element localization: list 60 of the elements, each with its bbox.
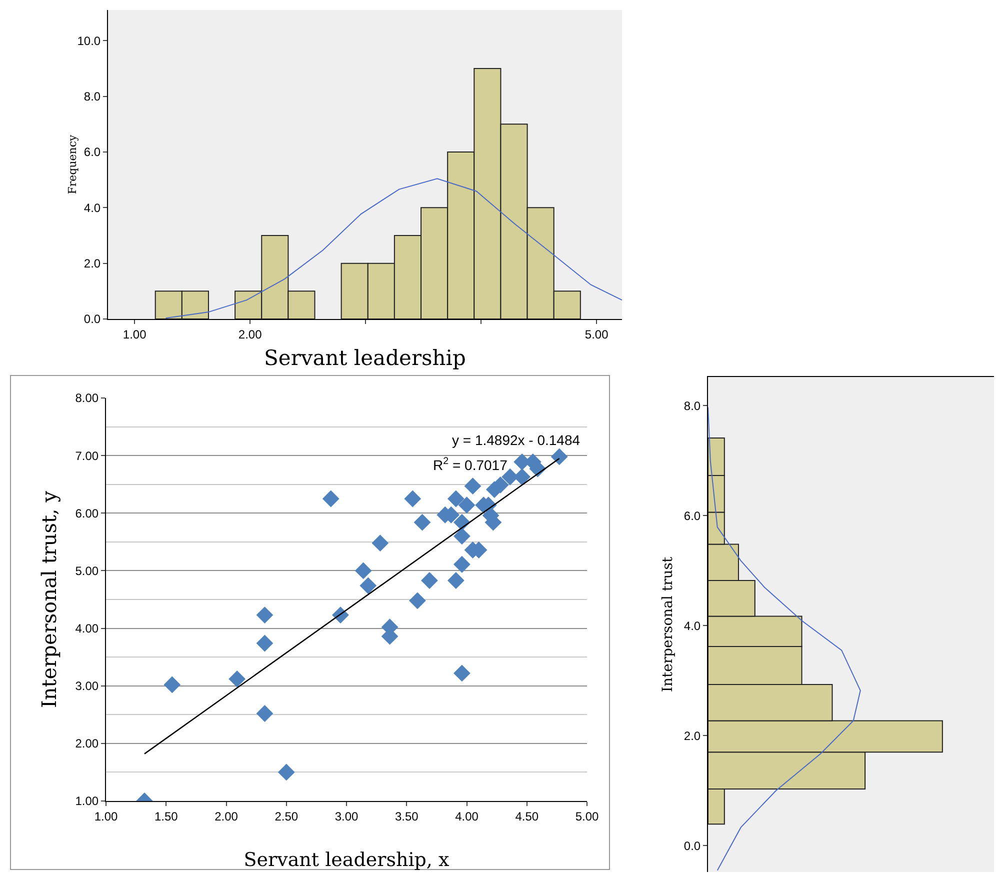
y-tick-label: 6.00 bbox=[75, 506, 99, 520]
point bbox=[256, 634, 274, 652]
x-tick-label: 1.00 bbox=[94, 809, 118, 824]
y-tick-label: 8.00 bbox=[75, 391, 99, 406]
y-tick-label: 1.00 bbox=[75, 794, 99, 808]
y-tick-label: 2.0 bbox=[684, 728, 701, 743]
point bbox=[164, 676, 181, 694]
point bbox=[421, 572, 438, 589]
y-tick-label: 6.0 bbox=[84, 145, 101, 160]
x-tick-label: 2.00 bbox=[214, 809, 238, 824]
y-tick-label: 4.0 bbox=[684, 618, 701, 633]
point bbox=[409, 592, 426, 610]
y-tick-label: 8.0 bbox=[84, 90, 101, 104]
y-tick-label: 4.00 bbox=[75, 621, 99, 636]
y-tick-label: 2.00 bbox=[75, 736, 99, 751]
x-tick-label: 4.50 bbox=[515, 809, 539, 824]
x-axis-title: Servant leadership bbox=[264, 346, 466, 370]
point bbox=[404, 490, 422, 508]
y-tick-label: 6.0 bbox=[684, 508, 701, 523]
point bbox=[453, 556, 470, 573]
y-tick-label: 8.0 bbox=[684, 398, 701, 413]
y-tick-label: 4.0 bbox=[84, 200, 101, 215]
point bbox=[278, 764, 295, 781]
point bbox=[256, 606, 274, 624]
x-tick-label: 1.00 bbox=[122, 327, 147, 342]
point bbox=[550, 448, 568, 466]
x-axis-title: Servant leadership, x bbox=[244, 849, 450, 871]
y-tick-label: 3.00 bbox=[75, 679, 99, 694]
y-axis-title: Interpersonal trust bbox=[660, 556, 676, 692]
y-tick-label: 5.00 bbox=[75, 564, 99, 578]
point bbox=[414, 514, 431, 531]
point bbox=[322, 490, 340, 508]
x-tick-label: 2.50 bbox=[274, 809, 298, 824]
point bbox=[464, 478, 482, 495]
y-tick-label: 2.0 bbox=[84, 256, 101, 271]
annotation: y = 1.4892x - 0.1484 bbox=[452, 432, 580, 448]
y-tick-label: 10.0 bbox=[77, 34, 101, 48]
point bbox=[447, 490, 464, 508]
y-tick-label: 7.00 bbox=[75, 448, 99, 463]
y-tick-label: 0.0 bbox=[684, 838, 701, 853]
y-axis-title: Frequency bbox=[66, 134, 79, 194]
point bbox=[354, 562, 372, 580]
annotation: R$^{2}$ = 0.7017 bbox=[433, 456, 508, 473]
x-tick-label: 5.00 bbox=[575, 809, 599, 824]
point bbox=[458, 496, 476, 514]
x-tick-label: 5.00 bbox=[584, 327, 609, 342]
x-tick-label: 4.00 bbox=[455, 809, 479, 824]
point bbox=[256, 705, 274, 722]
point bbox=[372, 534, 389, 552]
point bbox=[447, 572, 464, 589]
point bbox=[228, 670, 246, 688]
point bbox=[360, 577, 377, 594]
x-tick-label: 3.50 bbox=[394, 809, 419, 824]
y-axis-title: Interpersonal trust, y bbox=[37, 490, 61, 708]
point bbox=[453, 664, 470, 682]
point bbox=[453, 528, 470, 545]
x-tick-label: 3.00 bbox=[334, 809, 358, 824]
x-tick-label: 1.50 bbox=[154, 809, 178, 824]
y-tick-label: 0.0 bbox=[84, 312, 101, 326]
x-tick-label: 2.00 bbox=[238, 327, 262, 342]
